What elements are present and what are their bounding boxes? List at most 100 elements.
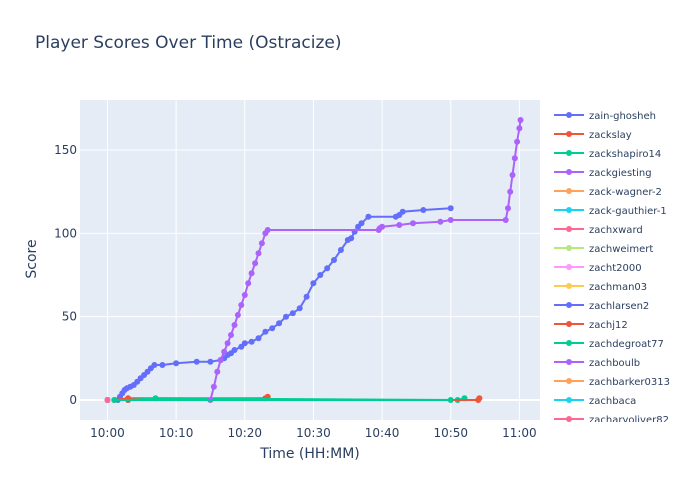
data-point <box>509 172 516 178</box>
legend-item-zack-gauthier-1[interactable]: zack-gauthier-1 <box>554 206 667 217</box>
legend-item-zachxward[interactable]: zachxward <box>554 225 643 236</box>
x-tick-label: 10:20 <box>227 426 262 440</box>
series-zain-ghosheh <box>114 205 454 403</box>
data-point <box>358 220 365 227</box>
legend-label: zackshapiro14 <box>589 149 661 160</box>
data-point <box>231 322 238 328</box>
legend-label: zachxward <box>589 225 643 236</box>
legend-marker <box>566 321 572 327</box>
data-point <box>447 397 454 403</box>
legend-item-zachboulb[interactable]: zachboulb <box>554 358 640 369</box>
data-point <box>410 220 416 227</box>
x-tick-label: 10:30 <box>296 426 331 440</box>
legend-label: zachweimert <box>589 244 653 255</box>
legend-item-zacharyoliver82[interactable]: zacharyoliver82 <box>554 415 669 426</box>
data-point <box>447 205 454 212</box>
legend-label: zachlarsen2 <box>589 301 649 312</box>
data-point <box>505 205 511 212</box>
data-point <box>217 357 224 363</box>
legend-item-zack-wagner-2[interactable]: zack-wagner-2 <box>554 187 662 198</box>
legend-marker <box>566 169 572 175</box>
legend-item-zackslay[interactable]: zackslay <box>554 130 632 141</box>
legend-label: zacharyoliver82 <box>589 415 669 426</box>
legend-marker <box>566 416 572 422</box>
data-point <box>269 325 276 332</box>
legend-marker <box>566 283 572 289</box>
y-tick-label: 50 <box>62 310 77 324</box>
legend-label: zacht2000 <box>589 263 642 274</box>
data-point <box>324 265 331 272</box>
x-axis-title: Time (HH:MM) <box>260 446 360 462</box>
data-point <box>111 397 118 403</box>
legend-marker <box>566 150 572 156</box>
data-point <box>258 240 265 247</box>
x-tick-label: 10:50 <box>433 426 468 440</box>
data-point <box>502 217 509 223</box>
data-point <box>252 260 259 267</box>
legend-label: zachj12 <box>589 320 628 331</box>
series-zackgiesting <box>207 117 524 403</box>
legend-item-zachman03[interactable]: zachman03 <box>554 282 647 293</box>
x-tick-label: 10:40 <box>365 426 400 440</box>
data-point <box>231 347 238 353</box>
data-point <box>151 362 158 368</box>
legend-item-zachbaca[interactable]: zachbaca <box>554 396 636 407</box>
data-point <box>245 280 252 287</box>
legend-item-zachbarker0313[interactable]: zachbarker0313 <box>554 377 670 388</box>
data-point <box>248 338 255 345</box>
data-point <box>241 340 248 347</box>
data-point <box>447 217 454 223</box>
data-point <box>331 257 337 263</box>
legend-label: zachbarker0313 <box>589 377 670 388</box>
legend-item-zachj12[interactable]: zachj12 <box>554 320 628 331</box>
data-point <box>276 320 283 327</box>
data-point <box>514 138 521 145</box>
data-point <box>437 218 444 225</box>
data-point <box>241 292 248 298</box>
data-point <box>516 125 523 132</box>
data-point <box>507 188 514 195</box>
data-point <box>296 305 303 312</box>
data-point <box>173 360 180 367</box>
data-point <box>255 335 262 342</box>
series-zachdegroat77 <box>111 397 454 403</box>
data-point <box>214 368 221 375</box>
legend-label: zack-wagner-2 <box>589 187 662 198</box>
legend-item-zachweimert[interactable]: zachweimert <box>554 244 653 255</box>
data-point <box>283 313 289 320</box>
legend-item-zacht2000[interactable]: zacht2000 <box>554 263 642 274</box>
data-point <box>348 235 355 242</box>
legend[interactable]: zain-ghosheh zackslay zackshapiro14 zackgie… <box>554 111 670 426</box>
data-point <box>379 223 386 230</box>
data-point <box>517 117 524 123</box>
legend-item-zackshapiro14[interactable]: zackshapiro14 <box>554 149 661 160</box>
legend-item-zackgiesting[interactable]: zackgiesting <box>554 168 652 179</box>
data-point <box>396 222 403 228</box>
data-point <box>264 227 271 233</box>
legend-label: zackslay <box>589 130 632 141</box>
legend-marker <box>566 188 572 194</box>
data-point <box>228 332 234 338</box>
data-point <box>310 280 317 287</box>
data-point <box>420 207 427 213</box>
data-point <box>262 328 269 335</box>
x-tick-label: 10:10 <box>159 426 194 440</box>
data-point <box>210 383 217 390</box>
legend-marker <box>566 359 572 365</box>
legend-item-zain-ghosheh[interactable]: zain-ghosheh <box>554 111 656 122</box>
legend-label: zachboulb <box>589 358 640 369</box>
data-point <box>289 310 296 317</box>
legend-item-zachlarsen2[interactable]: zachlarsen2 <box>554 301 649 312</box>
data-point <box>159 362 166 368</box>
legend-item-zachdegroat77[interactable]: zachdegroat77 <box>554 339 664 350</box>
legend-label: zachman03 <box>589 282 647 293</box>
legend-marker <box>566 112 572 118</box>
series-zacharyoliver82 <box>104 397 111 403</box>
legend-label: zachbaca <box>589 396 636 407</box>
data-point <box>317 272 324 278</box>
data-point <box>207 358 214 365</box>
x-tick-label: 11:00 <box>502 426 537 440</box>
legend-label: zain-ghosheh <box>589 111 656 122</box>
data-point <box>337 247 344 253</box>
